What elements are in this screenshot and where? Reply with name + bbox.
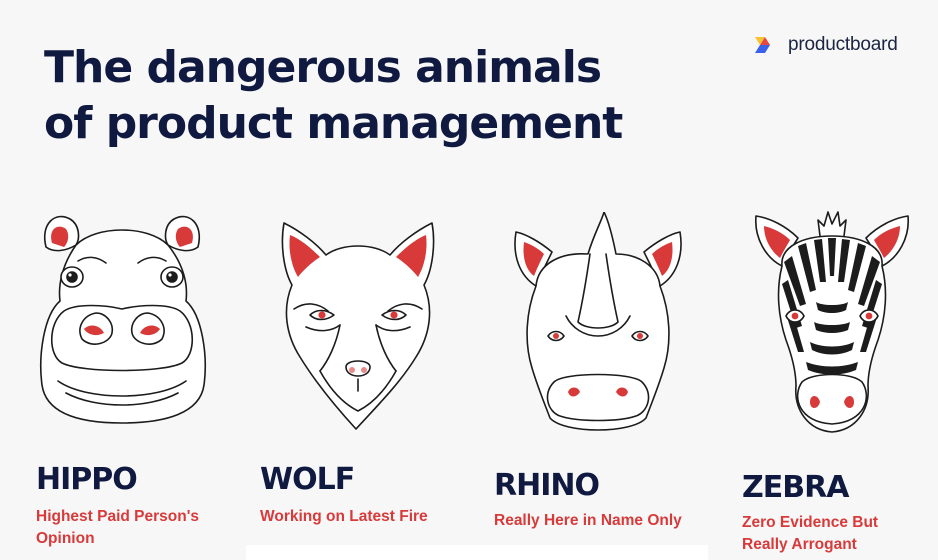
zebra-name: ZEBRA (742, 470, 849, 505)
wolf-face-icon (281, 222, 435, 430)
rhino-desc-line-1: Really Here in Name Only (494, 512, 682, 529)
hippo-desc-line-1: Highest Paid Person's (36, 508, 200, 525)
hippo-face-icon (40, 215, 206, 424)
title-line-2: of product management (44, 98, 623, 149)
productboard-logo-icon (755, 37, 770, 53)
zebra-face-icon (755, 211, 909, 433)
wolf-desc-line-1: Working on Latest Fire (260, 508, 428, 525)
footer-bar (246, 545, 708, 560)
hippo-desc: Highest Paid Person's Opinion (36, 506, 236, 550)
wolf-name: WOLF (260, 462, 355, 497)
zebra-desc: Zero Evidence But Really Arrogant (742, 512, 938, 556)
title-line-1: The dangerous animals (44, 42, 602, 93)
rhino-name: RHINO (494, 468, 600, 503)
hippo-desc-line-2: Opinion (36, 530, 95, 547)
brand-name: productboard (788, 34, 898, 55)
hippo-name: HIPPO (36, 462, 138, 497)
rhino-face-icon (514, 212, 682, 431)
brand: productboard (754, 34, 898, 56)
rhino-desc: Really Here in Name Only (494, 510, 694, 532)
page-title: The dangerous animals of product managem… (44, 40, 623, 152)
zebra-desc-line-2: Really Arrogant (742, 536, 857, 553)
wolf-desc: Working on Latest Fire (260, 506, 460, 528)
zebra-desc-line-1: Zero Evidence But (742, 514, 879, 531)
